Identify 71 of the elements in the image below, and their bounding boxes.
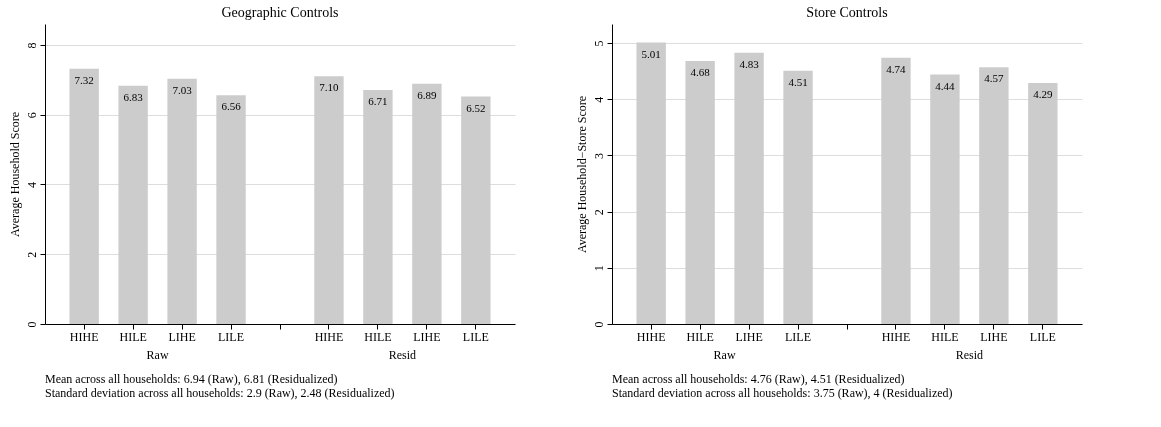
data-label: 6.89 <box>417 88 437 101</box>
chart-title: Store Controls <box>806 5 888 20</box>
bar <box>69 68 99 324</box>
x-tick-label: HIHE <box>314 329 344 344</box>
text: Resid <box>388 348 417 362</box>
data-label: 4.68 <box>690 66 711 79</box>
x-tick-label: HIHE <box>636 329 666 344</box>
x-tick-label: HILE <box>931 329 959 344</box>
y-axis-title: Average Household−Store Score <box>574 95 589 254</box>
bar <box>636 42 666 324</box>
bar <box>314 76 344 324</box>
data-label: 7.10 <box>319 81 340 94</box>
data-label: 7.03 <box>172 83 193 96</box>
bar <box>930 74 960 324</box>
y-tick-label: 0 <box>591 321 606 328</box>
bar <box>412 83 442 324</box>
y-tick-label: 5 <box>591 40 606 47</box>
x-tick-label: LILE <box>218 329 245 344</box>
bar <box>979 67 1009 324</box>
x-tick-label: LIHE <box>980 329 1008 344</box>
text: Raw <box>713 348 736 362</box>
data-label: 4.83 <box>739 57 760 70</box>
y-tick-label: 0 <box>24 321 39 328</box>
data-label: 4.74 <box>886 62 907 75</box>
data-label: 7.32 <box>74 73 94 86</box>
chart-title: Geographic Controls <box>221 5 339 20</box>
bar <box>783 70 813 324</box>
data-label: 6.83 <box>123 90 144 103</box>
y-tick-label: 3 <box>591 152 606 159</box>
data-label: 6.71 <box>368 94 388 107</box>
data-label: 6.56 <box>221 100 242 113</box>
data-label: 4.57 <box>984 72 1004 85</box>
y-tick-label: 4 <box>591 96 606 103</box>
x-tick-label: LIHE <box>735 329 763 344</box>
y-axis-title: Average Household Score <box>7 111 22 238</box>
bar <box>881 57 911 324</box>
text: Standard deviation across all households: 2.9 (Raw), 2.48 (Residualized) <box>45 386 395 400</box>
bar <box>734 52 764 324</box>
bar <box>461 96 491 324</box>
bar <box>216 95 246 324</box>
x-tick-label: LILE <box>785 329 812 344</box>
data-label: 6.52 <box>466 101 486 114</box>
y-tick-label: 1 <box>591 265 606 272</box>
x-tick-label: LIHE <box>413 329 441 344</box>
x-tick-label: HILE <box>119 329 147 344</box>
bar <box>363 89 393 324</box>
data-label: 4.29 <box>1033 87 1053 100</box>
bar <box>167 78 197 324</box>
data-label: 4.44 <box>935 79 956 92</box>
text: Mean across all households: 4.76 (Raw), 4.51 (Residualized) <box>612 372 905 386</box>
data-label: 5.01 <box>641 47 661 60</box>
x-tick-label: HILE <box>686 329 714 344</box>
y-tick-label: 4 <box>24 181 39 188</box>
bar <box>1028 82 1058 324</box>
bar <box>118 85 148 324</box>
y-tick-label: 2 <box>591 209 606 216</box>
bar <box>685 61 715 324</box>
x-tick-label: LILE <box>1029 329 1056 344</box>
data-label: 4.51 <box>788 75 808 88</box>
text: Mean across all households: 6.94 (Raw), 6.81 (Residualized) <box>45 372 338 386</box>
x-tick-label: LILE <box>462 329 489 344</box>
x-tick-label: HIHE <box>881 329 911 344</box>
y-tick-label: 2 <box>24 251 39 258</box>
x-tick-label: HIHE <box>69 329 99 344</box>
text: Resid <box>955 348 984 362</box>
text: Raw <box>146 348 169 362</box>
y-tick-label: 8 <box>24 42 39 49</box>
y-tick-label: 6 <box>24 112 39 119</box>
x-tick-label: LIHE <box>168 329 196 344</box>
x-tick-label: HILE <box>364 329 392 344</box>
text: Standard deviation across all households: 3.75 (Raw), 4 (Residualized) <box>612 386 953 400</box>
